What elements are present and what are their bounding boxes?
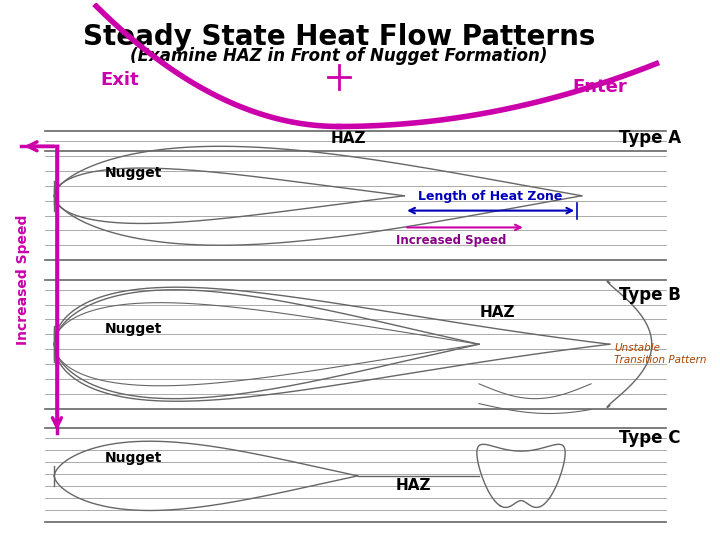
Text: Steady State Heat Flow Patterns: Steady State Heat Flow Patterns	[83, 23, 595, 51]
Text: Exit: Exit	[101, 71, 140, 89]
Text: HAZ: HAZ	[330, 131, 366, 146]
Text: Increased Speed: Increased Speed	[396, 234, 506, 247]
Text: Type A: Type A	[619, 130, 681, 147]
Text: Enter: Enter	[572, 78, 627, 96]
Text: (Examine HAZ in Front of Nugget Formation): (Examine HAZ in Front of Nugget Formatio…	[130, 48, 548, 65]
Text: Nugget: Nugget	[105, 451, 162, 465]
Text: Nugget: Nugget	[105, 322, 162, 336]
Text: Increased Speed: Increased Speed	[17, 215, 30, 345]
Text: HAZ: HAZ	[480, 305, 516, 320]
Text: Length of Heat Zone: Length of Heat Zone	[418, 190, 562, 202]
Text: Type B: Type B	[619, 286, 681, 303]
Text: Nugget: Nugget	[105, 166, 162, 180]
Text: Unstable
Transition Pattern: Unstable Transition Pattern	[614, 343, 707, 365]
Text: HAZ: HAZ	[396, 478, 431, 493]
Text: Type C: Type C	[619, 429, 680, 447]
